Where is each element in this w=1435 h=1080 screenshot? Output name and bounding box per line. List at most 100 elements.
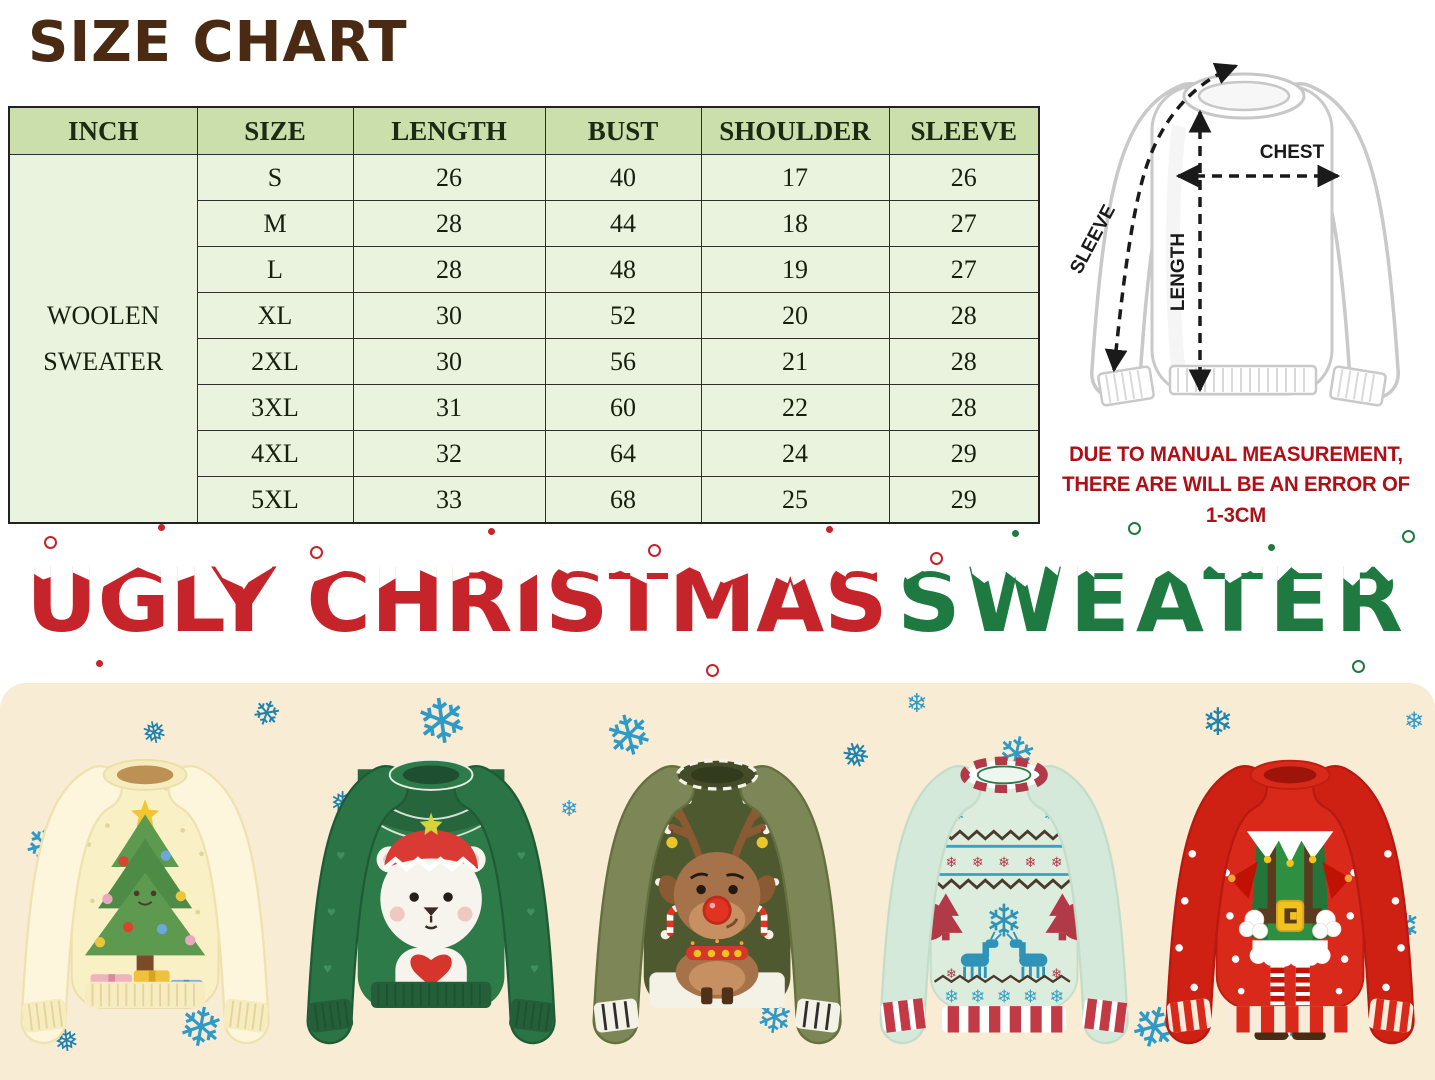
shoulder-cell: 21 [700, 338, 890, 385]
col-header-length: LENGTH [352, 106, 546, 155]
sweater-illustration-reindeer [592, 759, 843, 1045]
confetti-dot [1402, 530, 1415, 543]
hero-title: UGLY CHRISTMAS SWEATER [0, 518, 1435, 683]
table-row: L 28 48 19 27 [9, 246, 1040, 293]
length-cell: 30 [352, 292, 546, 339]
snowflake-icon: ❄ [906, 689, 928, 719]
reindeer [659, 851, 776, 1005]
table-row: M 28 44 18 27 [9, 200, 1040, 247]
confetti-dot [1012, 530, 1019, 537]
tree-star [130, 799, 160, 828]
shoulder-cell: 25 [700, 476, 890, 524]
col-header-inch: INCH [8, 106, 198, 155]
confetti-dot [310, 546, 323, 559]
confetti-dot [1352, 660, 1365, 673]
collar-opening [403, 765, 460, 785]
confetti-dot [648, 544, 661, 557]
svg-text:❄: ❄ [970, 986, 985, 1007]
table-row: 5XL 33 68 25 29 [9, 476, 1040, 524]
sweater-banner: ❄ ❅ ❄ ❄ ❄ ❅ ❄ ❄ ❅ ❄ ❄ ❄ ❅ ❄ ❄ ❅ ❄ ❄ ❄ ❅ … [0, 683, 1435, 1080]
bust-cell: 56 [544, 338, 702, 385]
elf-collar [1246, 831, 1334, 864]
disclaimer-line-1: DUE TO MANUAL MEASUREMENT, [1069, 443, 1403, 466]
confetti-dot [96, 660, 103, 667]
size-chart-table: INCH SIZE LENGTH BUST SHOULDER SLEEVE WO… [8, 106, 1040, 524]
size-cell: 2XL [196, 338, 354, 385]
size-cell: M [196, 200, 354, 247]
heart-motif [410, 954, 452, 988]
col-header-shoulder: SHOULDER [700, 106, 890, 155]
sleeve-cell: 27 [888, 200, 1040, 247]
svg-text:❄: ❄ [1024, 855, 1036, 871]
sweater-illustration-christmas-tree [20, 758, 270, 1045]
sweater-illustration-elf [1165, 759, 1415, 1045]
sleeve-arrow [1104, 62, 1239, 373]
length-label: LENGTH [1168, 233, 1189, 311]
svg-text:❄: ❄ [946, 967, 957, 982]
snowflake-icon: ❄ [1404, 707, 1425, 735]
svg-text:❄: ❄ [944, 986, 959, 1007]
sleeve-cell: 28 [888, 338, 1040, 385]
table-row: XL 30 52 20 28 [9, 292, 1040, 339]
sweater-illustration-polar-bear: ♥ ♥ ♥ ♥ ♥ ♥ [306, 758, 556, 1045]
svg-text:❄: ❄ [971, 855, 983, 871]
collar-opening [691, 766, 744, 784]
svg-text:♥: ♥ [336, 850, 345, 862]
hero-word-ugly-christmas: UGLY CHRISTMAS [26, 556, 888, 645]
collar-opening [1263, 766, 1317, 784]
confetti-dot [1128, 522, 1141, 535]
bust-cell: 60 [544, 384, 702, 431]
collar-opening [976, 765, 1031, 785]
svg-text:♥: ♥ [526, 907, 535, 919]
hero-word-sweater: SWEATER [897, 556, 1409, 645]
length-cell: 26 [352, 154, 546, 201]
confetti-dot [826, 526, 833, 533]
confetti-dot [1268, 544, 1275, 551]
diagram-cuff-left [1097, 365, 1155, 407]
confetti-dot [44, 536, 57, 549]
col-header-bust: BUST [544, 106, 702, 155]
bust-cell: 48 [544, 246, 702, 293]
col-header-sleeve: SLEEVE [888, 106, 1040, 155]
snowflake-icon: ❄ [560, 797, 579, 822]
confetti-dot [930, 552, 943, 565]
col-header-size: SIZE [196, 106, 354, 155]
svg-text:❄: ❄ [1049, 986, 1064, 1007]
sweater-illustration-fair-isle: ❄ ❄ ❄ ❄ ❄ ❄ ❄ ❄ [879, 756, 1129, 1045]
shoulder-cell: 17 [700, 154, 890, 201]
table-row: WOOLEN SWEATER S 26 40 17 26 [8, 154, 1040, 524]
svg-text:❄: ❄ [1051, 967, 1062, 982]
snowflake-icon: ❄ [1202, 700, 1234, 744]
length-cell: 33 [352, 476, 546, 524]
length-cell: 30 [352, 338, 546, 385]
length-cell: 32 [352, 430, 546, 477]
reindeer-silhouettes [960, 931, 1047, 978]
bear-hat [384, 829, 479, 869]
diagram-cuff-right [1329, 365, 1387, 407]
sleeve-cell: 27 [888, 246, 1040, 293]
svg-text:♥: ♥ [517, 850, 526, 862]
sleeve-cell: 28 [888, 384, 1040, 431]
size-cell: S [196, 154, 354, 201]
shoulder-cell: 24 [700, 430, 890, 477]
bust-cell: 64 [544, 430, 702, 477]
sleeve-cell: 29 [888, 430, 1040, 477]
size-cell: L [196, 246, 354, 293]
bust-cell: 40 [544, 154, 702, 201]
hem [941, 1006, 1066, 1033]
size-cell: 5XL [196, 476, 354, 524]
page-title: SIZE CHART [28, 10, 408, 75]
chest-label: CHEST [1260, 142, 1325, 163]
sweater-measurement-diagram: CHEST LENGTH SLEEVE [1066, 62, 1400, 407]
shoulder-cell: 22 [700, 384, 890, 431]
svg-text:❄: ❄ [945, 855, 957, 871]
sleeve-cell: 28 [888, 292, 1040, 339]
length-cell: 28 [352, 246, 546, 293]
collar-opening [116, 765, 174, 785]
confetti-dot [158, 524, 165, 531]
sweater-row: ♥ ♥ ♥ ♥ ♥ ♥ [0, 683, 1435, 1080]
fur-skirt [1249, 946, 1331, 967]
shoulder-cell: 19 [700, 246, 890, 293]
disclaimer-line-2: THERE ARE WILL BE AN ERROR OF 1-3CM [1062, 473, 1410, 527]
